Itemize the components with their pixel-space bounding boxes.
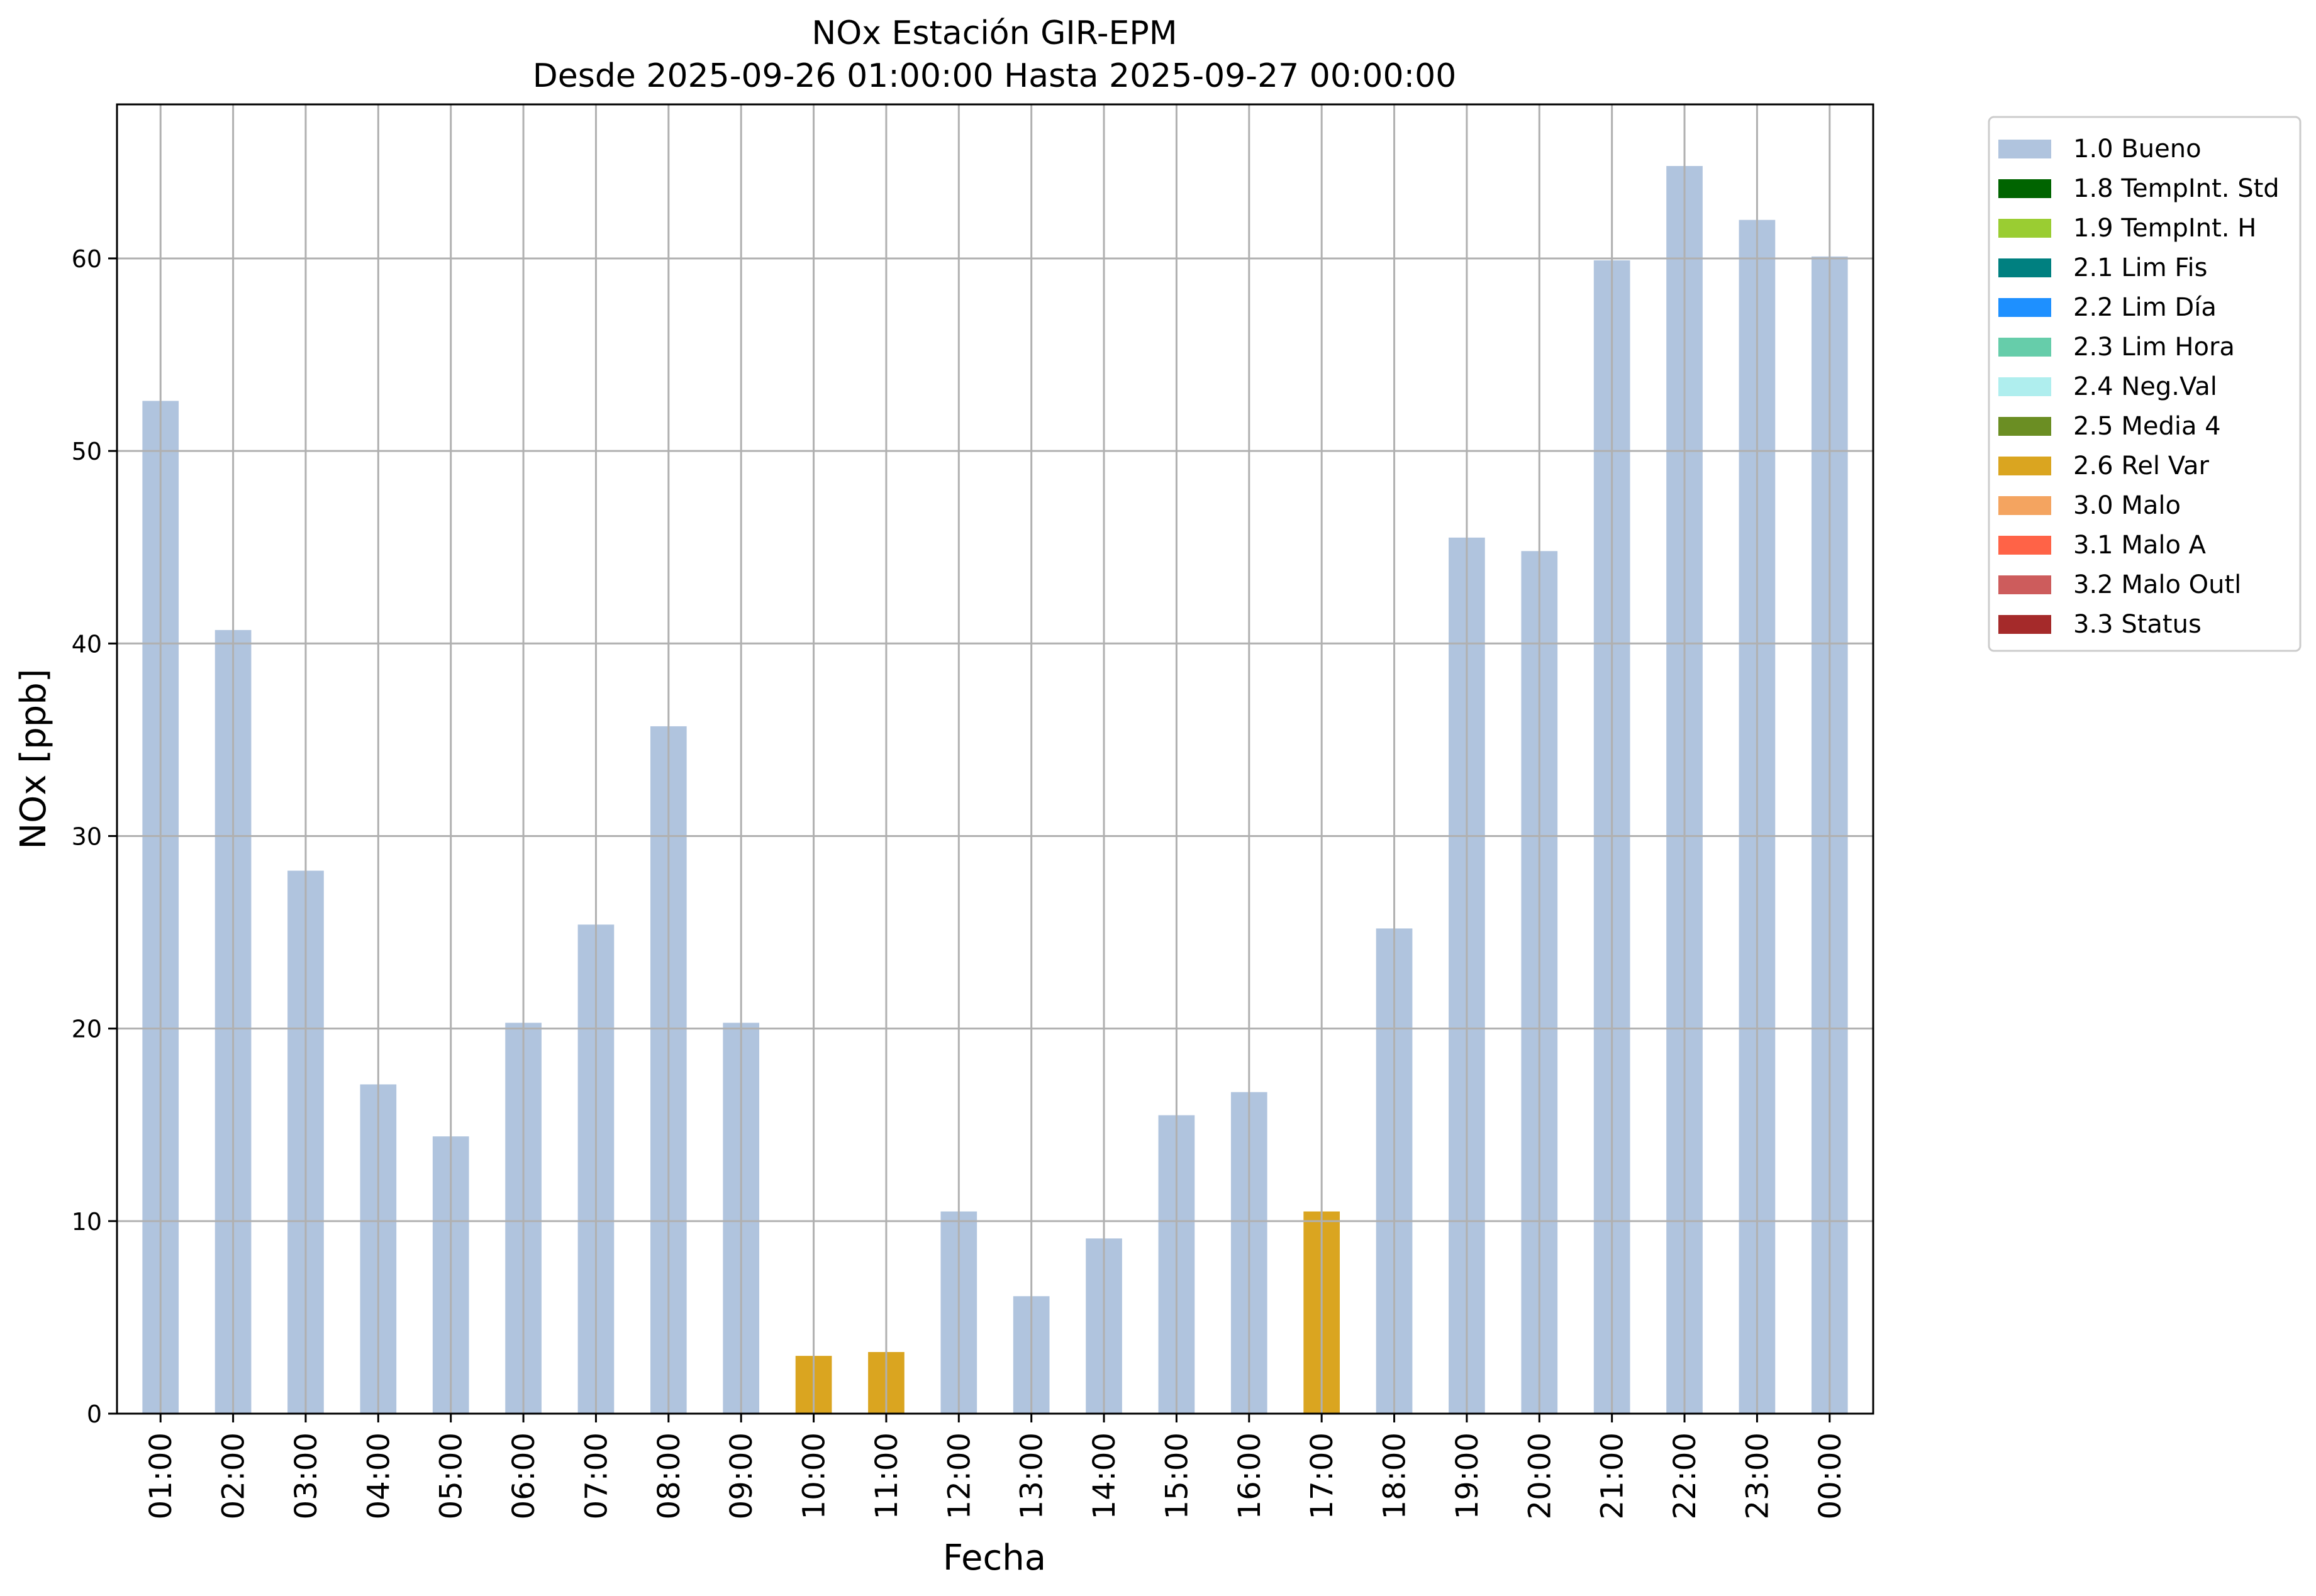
y-tick-label: 30 [72, 823, 102, 850]
x-tick-label: 00:00 [1813, 1433, 1848, 1519]
x-tick-label: 05:00 [434, 1433, 469, 1519]
legend-swatch [1998, 417, 2051, 436]
plot-frame [116, 103, 1874, 1415]
legend-label: 1.8 TempInt. Std [2073, 174, 2280, 203]
legend-label: 2.2 Lim Día [2073, 293, 2217, 322]
legend-label: 3.0 Malo [2073, 491, 2181, 520]
legend-swatch [1998, 219, 2051, 238]
legend-label: 1.0 Bueno [2073, 135, 2202, 163]
legend-label: 2.6 Rel Var [2073, 452, 2210, 480]
x-axis-label: Fecha [943, 1538, 1046, 1578]
legend-label: 2.1 Lim Fis [2073, 253, 2207, 282]
legend-swatch [1998, 457, 2051, 475]
y-tick-label: 60 [72, 245, 102, 273]
x-tick-label: 15:00 [1159, 1433, 1194, 1519]
legend-swatch [1998, 179, 2051, 198]
legend-swatch [1998, 140, 2051, 158]
legend-label: 2.5 Media 4 [2073, 412, 2221, 441]
x-tick-label: 20:00 [1522, 1433, 1557, 1519]
x-tick-label: 19:00 [1450, 1433, 1485, 1519]
y-tick-label: 50 [72, 438, 102, 465]
legend-label: 3.2 Malo Outl [2073, 570, 2241, 599]
legend-label: 1.9 TempInt. H [2073, 214, 2256, 243]
x-tick-label: 17:00 [1305, 1433, 1340, 1519]
legend-swatch [1998, 258, 2051, 277]
y-tick-label: 40 [72, 630, 102, 658]
legend-label: 2.4 Neg.Val [2073, 372, 2217, 401]
x-tick-label: 18:00 [1378, 1433, 1413, 1519]
x-tick-label: 16:00 [1232, 1433, 1267, 1519]
chart-subtitle: Desde 2025-09-26 01:00:00 Hasta 2025-09-… [533, 57, 1457, 95]
legend-label: 3.1 Malo A [2073, 531, 2207, 560]
x-tick-label: 03:00 [289, 1433, 324, 1519]
x-tick-label: 22:00 [1667, 1433, 1703, 1519]
x-tick-label: 12:00 [942, 1433, 977, 1519]
y-axis-label: NOx [ppb] [13, 668, 54, 849]
x-tick-label: 14:00 [1087, 1433, 1122, 1519]
x-tick-label: 10:00 [797, 1433, 832, 1519]
x-tick-label: 02:00 [216, 1433, 252, 1519]
legend-swatch [1998, 575, 2051, 594]
x-tick-label: 07:00 [579, 1433, 614, 1519]
x-tick-label: 09:00 [724, 1433, 759, 1519]
x-tick-label: 04:00 [361, 1433, 396, 1519]
y-tick-label: 10 [72, 1208, 102, 1236]
legend-label: 3.3 Status [2073, 610, 2202, 639]
y-tick-label: 20 [72, 1016, 102, 1043]
axes: 0 10 20 30 40 50 60 01:00 02:00 03:00 04:00 05:00 06… [72, 245, 1848, 1519]
legend-swatch [1998, 536, 2051, 555]
chart-title: NOx Estación GIR-EPM [811, 14, 1177, 52]
legend-swatch [1998, 496, 2051, 515]
x-tick-label: 11:00 [869, 1433, 905, 1519]
legend-swatch [1998, 615, 2051, 634]
x-tick-label: 06:00 [506, 1433, 542, 1519]
legend: 1.0 Bueno 1.8 TempInt. Std 1.9 TempInt. H 2… [1988, 116, 2302, 652]
legend-swatch [1998, 377, 2051, 396]
x-tick-label: 23:00 [1740, 1433, 1775, 1519]
legend-swatch [1998, 338, 2051, 357]
legend-label: 2.3 Lim Hora [2073, 333, 2235, 362]
x-tick-label: 13:00 [1015, 1433, 1050, 1519]
legend-frame [1988, 116, 2302, 652]
legend-swatch [1998, 298, 2051, 317]
x-tick-label: 01:00 [143, 1433, 179, 1519]
x-tick-label: 08:00 [652, 1433, 687, 1519]
x-tick-label: 21:00 [1595, 1433, 1630, 1519]
y-tick-label: 0 [87, 1400, 102, 1428]
